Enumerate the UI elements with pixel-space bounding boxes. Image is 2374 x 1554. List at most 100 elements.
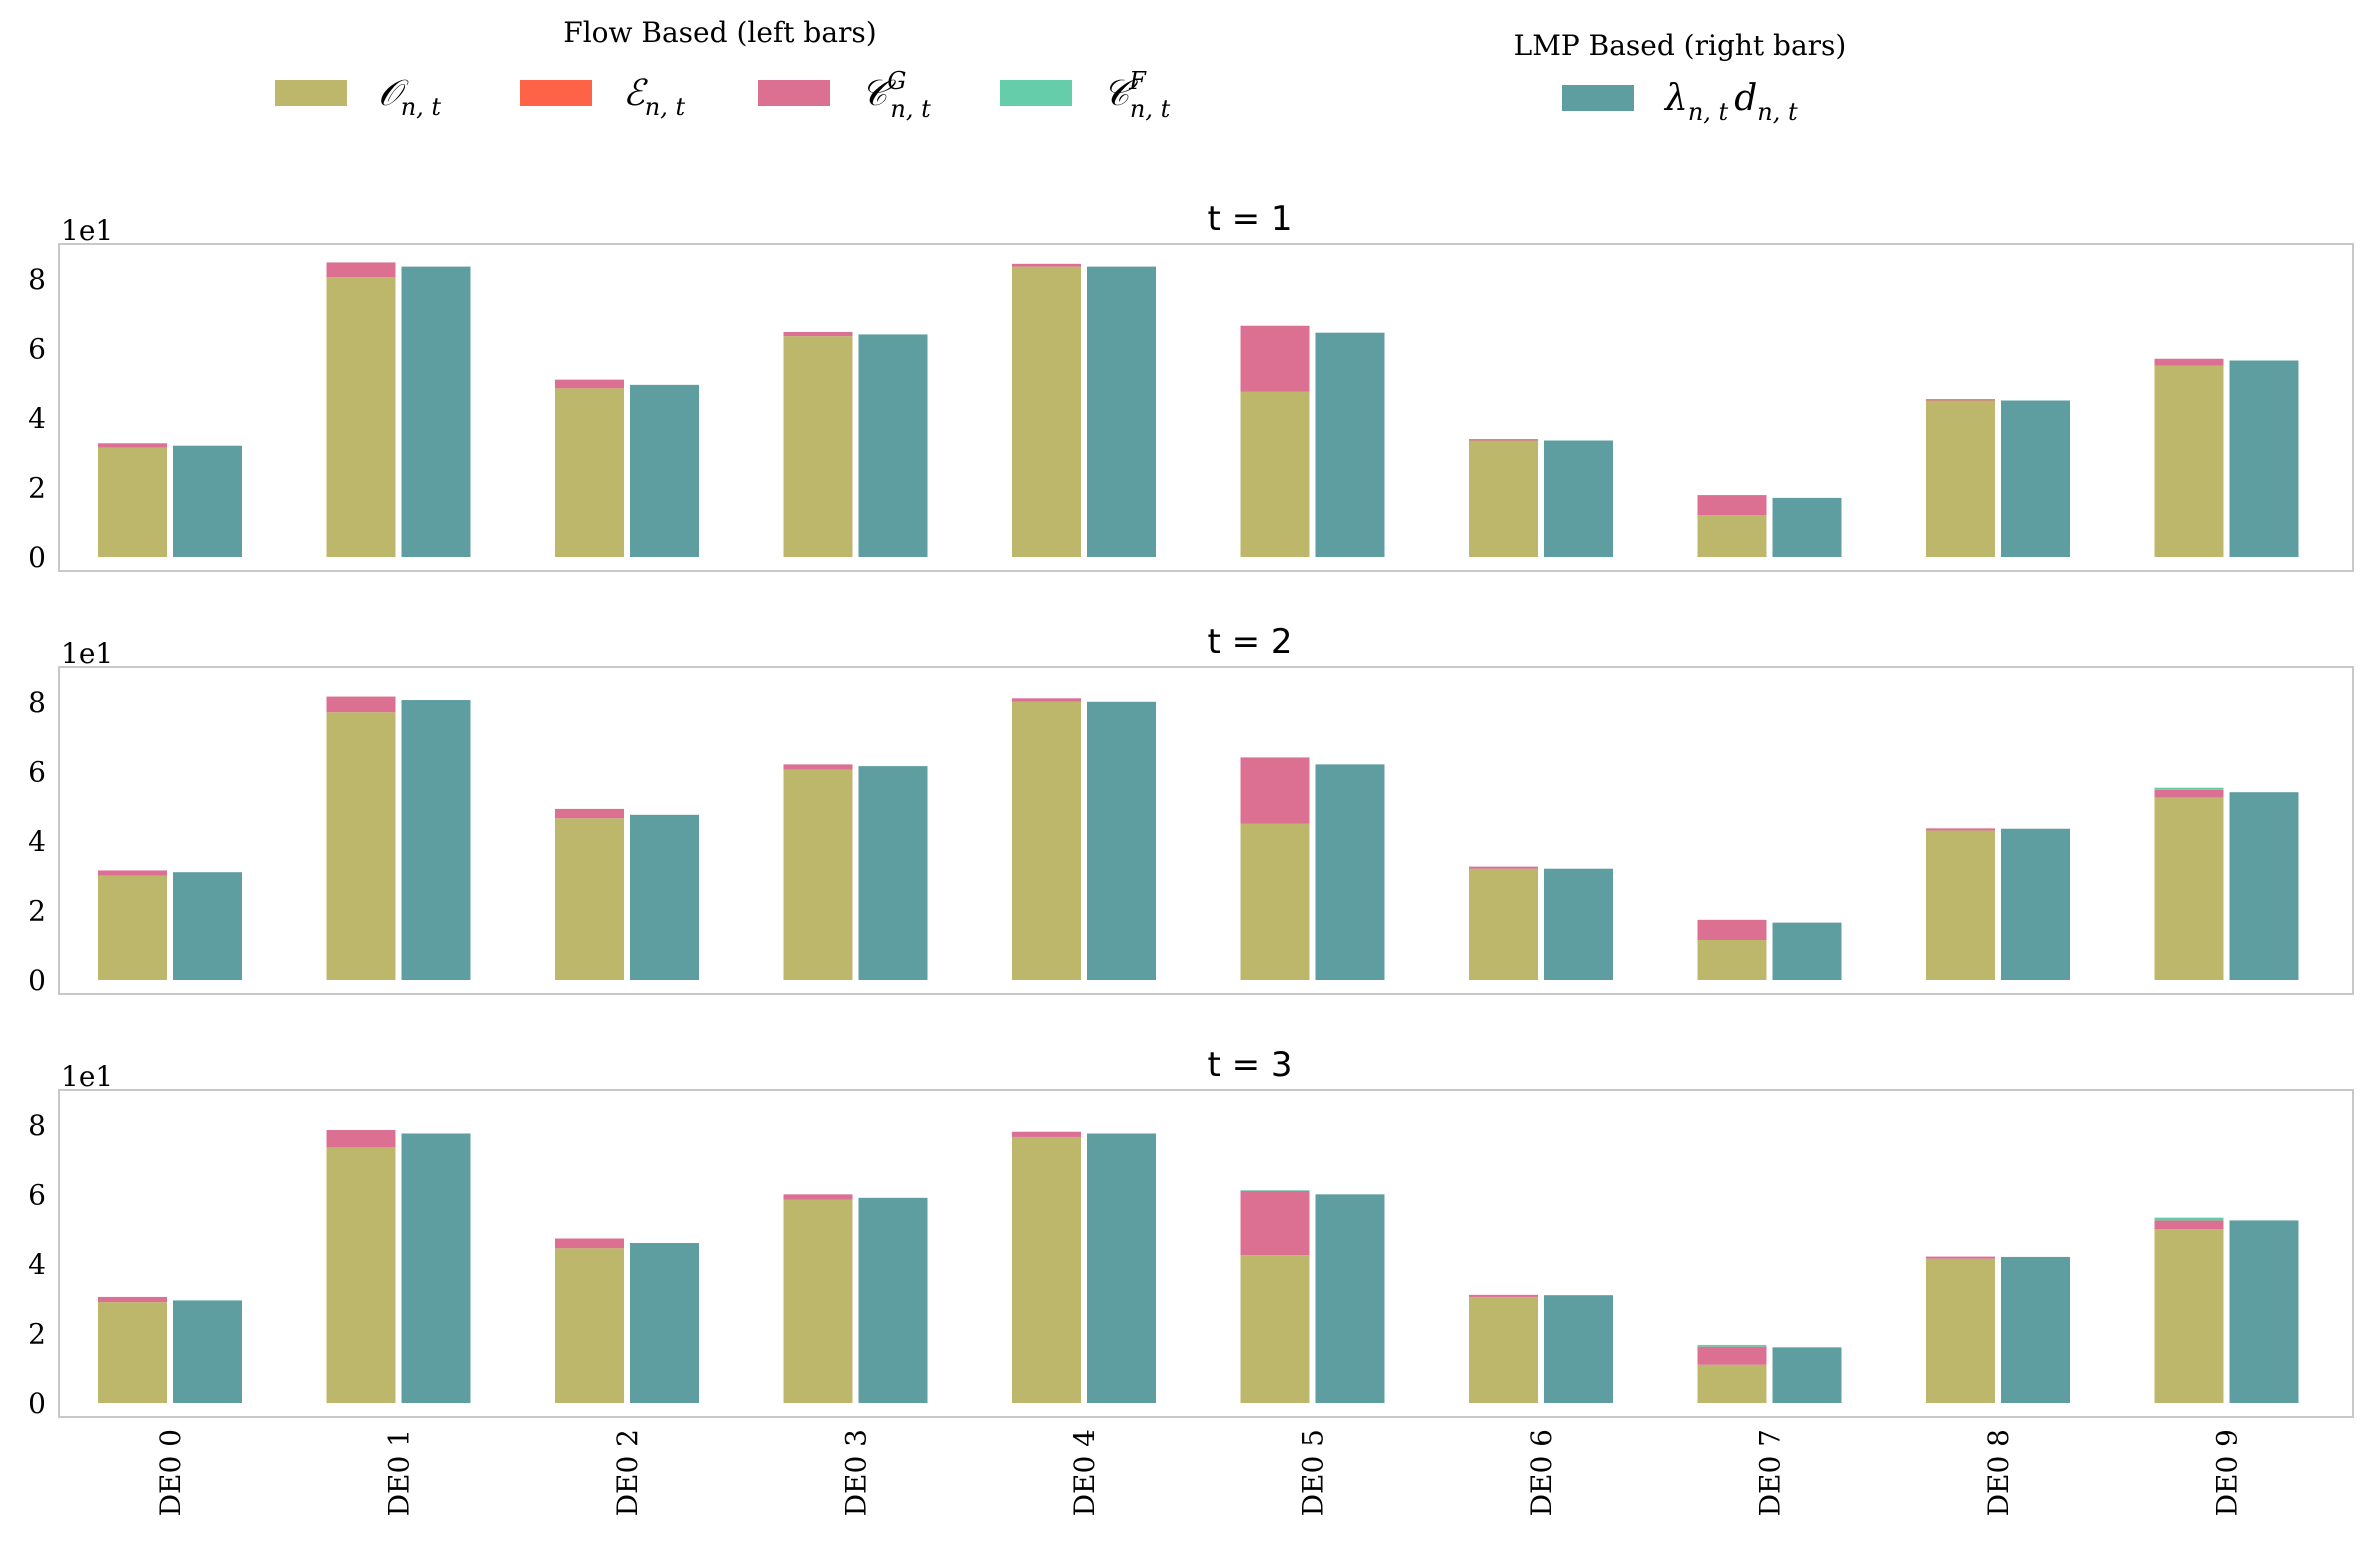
bar-o-de0-3 — [783, 769, 853, 980]
bar-lmp-de0-5 — [1315, 332, 1385, 557]
bar-cg-de0-6 — [1469, 439, 1538, 441]
legend-label-cf: 𝒞F n, t — [1103, 67, 1171, 123]
bar-o-de0-0 — [98, 875, 167, 980]
bar-lmp-de0-3 — [858, 1197, 928, 1403]
bar-cg-de0-2 — [555, 808, 624, 819]
bar-lmp-de0-7 — [1772, 1347, 1842, 1403]
x-tick-label: DE0 5 — [1297, 1429, 1330, 1516]
legend-swatch-e — [520, 80, 592, 106]
bar-cg-de0-9 — [2154, 358, 2224, 366]
bar-o-de0-8 — [1926, 830, 1995, 980]
bar-o-de0-0 — [98, 447, 167, 557]
bar-cg-de0-2 — [555, 1238, 624, 1249]
bar-o-de0-7 — [1697, 940, 1767, 980]
bar-cg-de0-6 — [1469, 1294, 1538, 1297]
bar-cg-de0-5 — [1240, 325, 1310, 392]
bar-o-de0-1 — [326, 712, 396, 980]
bar-cg-de0-4 — [1012, 698, 1081, 702]
panel-t3: t = 3 1e1 0 2 4 6 8 DE0 0 DE0 1 DE0 2 DE0 3 DE0 4 DE… — [28, 1045, 2354, 1516]
bar-o-de0-5 — [1240, 391, 1310, 557]
bar-cg-de0-0 — [98, 443, 167, 448]
bar-lmp-de0-0 — [173, 1300, 242, 1403]
x-tick-label: DE0 7 — [1754, 1429, 1787, 1516]
axis-multiplier: 1e1 — [61, 637, 113, 670]
panel-title: t = 2 — [1207, 622, 1292, 662]
bar-lmp-de0-4 — [1087, 1133, 1156, 1403]
x-tick-label: DE0 2 — [611, 1429, 644, 1516]
bar-o-de0-3 — [783, 336, 853, 557]
bar-cg-de0-0 — [98, 1296, 167, 1303]
bar-cg-de0-1 — [326, 262, 396, 278]
bar-cg-de0-3 — [783, 331, 853, 337]
y-tick-label: 8 — [28, 1109, 46, 1142]
panel-title: t = 1 — [1207, 199, 1292, 239]
bar-cg-de0-8 — [1926, 828, 1995, 831]
y-tick-label: 2 — [28, 471, 46, 504]
bar-cg-de0-4 — [1012, 1131, 1081, 1137]
bar-lmp-de0-1 — [401, 700, 471, 980]
bar-cg-de0-8 — [1926, 399, 1995, 401]
bar-o-de0-1 — [326, 1147, 396, 1403]
bar-o-de0-9 — [2154, 1229, 2224, 1403]
y-tick-label: 2 — [28, 1317, 46, 1350]
bar-o-de0-8 — [1926, 400, 1995, 557]
legend-swatch-cg — [758, 80, 830, 106]
bar-o-de0-5 — [1240, 1255, 1310, 1403]
bar-lmp-de0-8 — [2001, 400, 2070, 557]
bar-lmp-de0-2 — [630, 384, 699, 557]
bar-lmp-de0-8 — [2001, 828, 2070, 980]
bar-lmp-de0-4 — [1087, 266, 1156, 557]
bar-lmp-de0-9 — [2229, 792, 2299, 980]
y-tick-label: 8 — [28, 263, 46, 296]
axis-multiplier: 1e1 — [61, 1060, 113, 1093]
bar-cg-de0-5 — [1240, 757, 1310, 824]
y-tick-label: 0 — [28, 541, 46, 574]
legend-group-lmp-based: LMP Based (right bars) λn, t dn, t — [1514, 29, 1847, 126]
x-tick-label: DE0 1 — [383, 1429, 416, 1516]
legend-swatch-o — [275, 80, 347, 106]
bar-cg-de0-2 — [555, 379, 624, 389]
legend-swatch-lmp — [1562, 85, 1634, 111]
bar-lmp-de0-3 — [858, 766, 928, 980]
y-tick-label: 4 — [28, 1248, 46, 1281]
bar-o-de0-9 — [2154, 797, 2224, 980]
panel-t1: t = 1 1e1 0 2 4 6 8 — [28, 199, 2354, 574]
legend-label-cg: 𝒞G n, t — [861, 67, 931, 123]
bar-lmp-de0-9 — [2229, 360, 2299, 557]
bar-o-de0-8 — [1926, 1258, 1995, 1403]
y-tick-label: 4 — [28, 402, 46, 435]
bar-o-de0-2 — [555, 388, 624, 557]
bar-o-de0-7 — [1697, 1364, 1767, 1403]
x-tick-label: DE0 4 — [1068, 1429, 1101, 1516]
bar-lmp-de0-0 — [173, 445, 242, 557]
bar-cf-de0-5 — [1240, 1190, 1310, 1191]
x-tick-label: DE0 8 — [1982, 1429, 2015, 1516]
bar-cg-de0-7 — [1697, 495, 1767, 516]
y-tick-label: 8 — [28, 686, 46, 719]
bar-cg-de0-3 — [783, 1194, 853, 1200]
bar-lmp-de0-7 — [1772, 922, 1842, 980]
bar-cg-de0-1 — [326, 1129, 396, 1148]
legend-label-lmp: λn, t dn, t — [1663, 78, 1798, 126]
bar-cf-de0-9 — [2154, 787, 2224, 790]
y-tick-label: 0 — [28, 1387, 46, 1420]
legend-group-flow-based: Flow Based (left bars) 𝒪n, t ℰn, t 𝒞G n, t 𝒞F… — [275, 16, 1171, 123]
panel-title: t = 3 — [1207, 1045, 1292, 1085]
bar-o-de0-0 — [98, 1302, 167, 1403]
bar-cg-de0-5 — [1240, 1190, 1310, 1256]
bar-cg-de0-1 — [326, 696, 396, 713]
bar-cf-de0-9 — [2154, 1217, 2224, 1221]
x-tick-label: DE0 9 — [2211, 1429, 2244, 1516]
legend-label-e: ℰn, t — [623, 73, 686, 121]
x-tick-label: DE0 6 — [1525, 1429, 1558, 1516]
bar-lmp-de0-5 — [1315, 1194, 1385, 1403]
bar-lmp-de0-1 — [401, 1133, 471, 1403]
bar-lmp-de0-2 — [630, 814, 699, 980]
bar-lmp-de0-2 — [630, 1243, 699, 1403]
bar-cg-de0-4 — [1012, 263, 1081, 267]
y-tick-label: 0 — [28, 964, 46, 997]
bar-cg-de0-9 — [2154, 789, 2224, 798]
bar-cg-de0-8 — [1926, 1256, 1995, 1259]
bar-cf-de0-7 — [1697, 1344, 1767, 1347]
